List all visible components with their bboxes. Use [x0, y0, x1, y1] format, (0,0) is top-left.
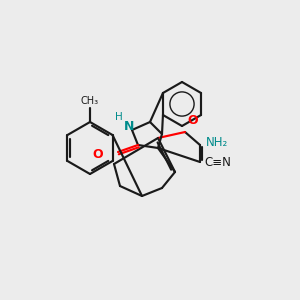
- Text: NH₂: NH₂: [206, 136, 228, 148]
- Text: CH₃: CH₃: [81, 96, 99, 106]
- Text: C≡N: C≡N: [204, 155, 231, 169]
- Text: O: O: [188, 113, 198, 127]
- Text: H: H: [115, 112, 123, 122]
- Text: O: O: [93, 148, 103, 161]
- Text: N: N: [124, 121, 134, 134]
